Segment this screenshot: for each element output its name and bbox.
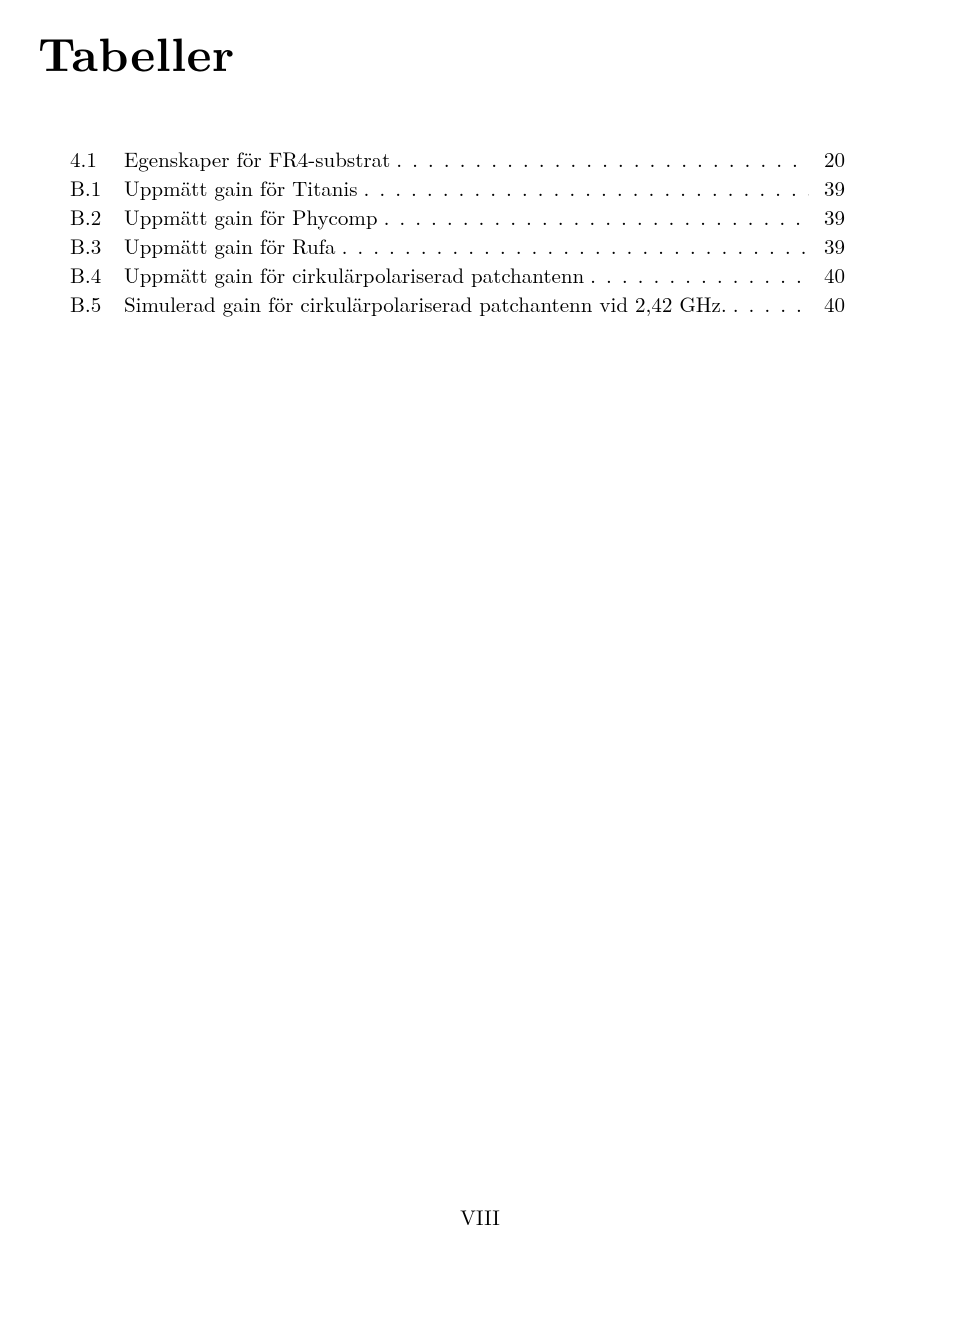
toc-entry: B.3 Uppmätt gain för Rufa 39	[70, 232, 845, 261]
toc-entry-page: 40	[815, 290, 845, 319]
toc-entry-number: 4.1	[70, 145, 110, 174]
toc-entry-label: Uppmätt gain för cirkulärpolariserad pat…	[124, 261, 584, 290]
toc-entry-page: 39	[815, 203, 845, 232]
toc-entry-label: Simulerad gain för cirkulärpolariserad p…	[124, 290, 727, 319]
toc-entry-number: B.5	[70, 290, 110, 319]
toc-leader-dots	[364, 174, 809, 203]
toc-entry-label: Egenskaper för FR4-substrat	[124, 145, 390, 174]
toc-entry-page: 20	[815, 145, 845, 174]
toc-leader-dots	[733, 290, 809, 319]
toc-entry-number: B.3	[70, 232, 110, 261]
toc-entry-label: Uppmätt gain för Phycomp	[124, 203, 378, 232]
toc-entry: B.4 Uppmätt gain för cirkulärpolariserad…	[70, 261, 845, 290]
toc-leader-dots	[342, 232, 809, 261]
toc-entry-number: B.2	[70, 203, 110, 232]
toc-leader-dots	[384, 203, 809, 232]
page-title: Tabeller	[38, 18, 845, 85]
page: Tabeller 4.1 Egenskaper för FR4-substrat…	[0, 0, 960, 1324]
toc-entry-page: 40	[815, 261, 845, 290]
toc-entry: 4.1 Egenskaper för FR4-substrat 20	[70, 145, 845, 174]
page-number: VIII	[0, 1202, 960, 1232]
toc-entry-page: 39	[815, 174, 845, 203]
toc-entry-page: 39	[815, 232, 845, 261]
toc-entry-number: B.1	[70, 174, 110, 203]
toc-leader-dots	[396, 145, 809, 174]
toc-entry-number: B.4	[70, 261, 110, 290]
toc-entry-label: Uppmätt gain för Rufa	[124, 232, 336, 261]
toc-entry: B.1 Uppmätt gain för Titanis 39	[70, 174, 845, 203]
toc-entry-label: Uppmätt gain för Titanis	[124, 174, 358, 203]
toc-list: 4.1 Egenskaper för FR4-substrat 20 B.1 U…	[70, 145, 845, 319]
toc-leader-dots	[590, 261, 809, 290]
toc-entry: B.2 Uppmätt gain för Phycomp 39	[70, 203, 845, 232]
toc-entry: B.5 Simulerad gain för cirkulärpolariser…	[70, 290, 845, 319]
